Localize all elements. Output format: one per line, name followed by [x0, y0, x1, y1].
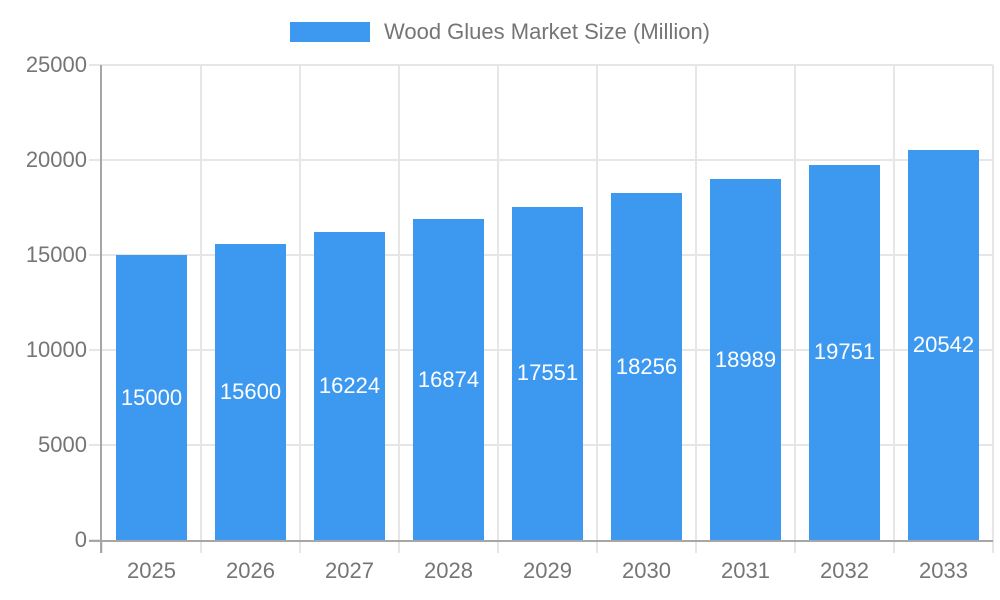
bar-2031[interactable] — [710, 179, 781, 540]
gridline-horizontal — [102, 64, 993, 66]
x-tick-label: 2025 — [127, 558, 176, 583]
bar-2027[interactable] — [314, 231, 385, 540]
y-tick-label: 10000 — [25, 337, 87, 362]
legend-swatch-icon — [289, 22, 370, 42]
bar-value-label: 16224 — [318, 372, 381, 398]
x-tick-label: 2028 — [424, 558, 473, 583]
y-axis-tick — [89, 254, 102, 256]
legend[interactable]: Wood Glues Market Size (Million) — [0, 19, 1000, 44]
gridline-vertical — [893, 65, 895, 540]
x-axis-tick — [794, 540, 796, 553]
bar-2029[interactable] — [512, 206, 583, 540]
gridline-vertical — [200, 65, 202, 540]
x-axis-tick — [596, 540, 598, 553]
gridline-vertical — [794, 65, 796, 540]
gridline-vertical — [596, 65, 598, 540]
bar-2032[interactable] — [809, 164, 880, 540]
x-tick-label: 2031 — [721, 558, 770, 583]
bar-value-label: 16874 — [417, 366, 480, 392]
bar-value-label: 15000 — [120, 384, 183, 410]
bar-value-label: 18989 — [714, 346, 777, 372]
y-tick-label: 15000 — [25, 242, 87, 267]
bar-2030[interactable] — [611, 193, 682, 540]
y-tick-label: 20000 — [25, 147, 87, 172]
bar-value-label: 19751 — [813, 339, 876, 365]
x-axis-tick — [398, 540, 400, 553]
gridline-vertical — [299, 65, 301, 540]
y-axis-tick — [89, 159, 102, 161]
x-tick-label: 2032 — [820, 558, 869, 583]
gridline-horizontal — [102, 159, 993, 161]
legend-label: Wood Glues Market Size (Million) — [383, 19, 711, 44]
x-axis-tick — [893, 540, 895, 553]
x-axis-tick — [992, 540, 994, 553]
x-axis-line — [89, 540, 993, 542]
y-axis-tick — [89, 64, 102, 66]
plot-area: 0 5000 10000 15000 20000 25000 15000 15600 16224… — [26, 52, 994, 583]
bar-2025[interactable] — [116, 255, 187, 540]
x-tick-label: 2026 — [226, 558, 275, 583]
x-axis-tick — [101, 540, 103, 553]
bar-2026[interactable] — [215, 243, 286, 540]
y-axis-tick — [89, 444, 102, 446]
bar-value-label: 17551 — [516, 360, 579, 386]
x-axis-tick — [299, 540, 301, 553]
x-tick-label: 2029 — [523, 558, 572, 583]
x-tick-label: 2030 — [622, 558, 671, 583]
bar-value-label: 20542 — [912, 331, 975, 357]
y-axis-tick — [89, 349, 102, 351]
bar-value-label: 18256 — [615, 353, 678, 379]
gridline-vertical — [992, 65, 994, 540]
x-axis-tick — [497, 540, 499, 553]
x-axis-tick — [695, 540, 697, 553]
gridline-vertical — [398, 65, 400, 540]
x-tick-label: 2033 — [919, 558, 968, 583]
gridline-vertical — [497, 65, 499, 540]
bar-2028[interactable] — [413, 219, 484, 540]
x-axis-tick — [200, 540, 202, 553]
y-tick-label: 25000 — [25, 52, 87, 77]
y-tick-label: 5000 — [38, 432, 87, 457]
x-tick-label: 2027 — [325, 558, 374, 583]
y-axis-line — [100, 65, 102, 553]
y-tick-label: 0 — [74, 527, 87, 552]
bar-2033[interactable] — [908, 149, 979, 540]
gridline-vertical — [695, 65, 697, 540]
bar-value-label: 15600 — [219, 378, 282, 404]
